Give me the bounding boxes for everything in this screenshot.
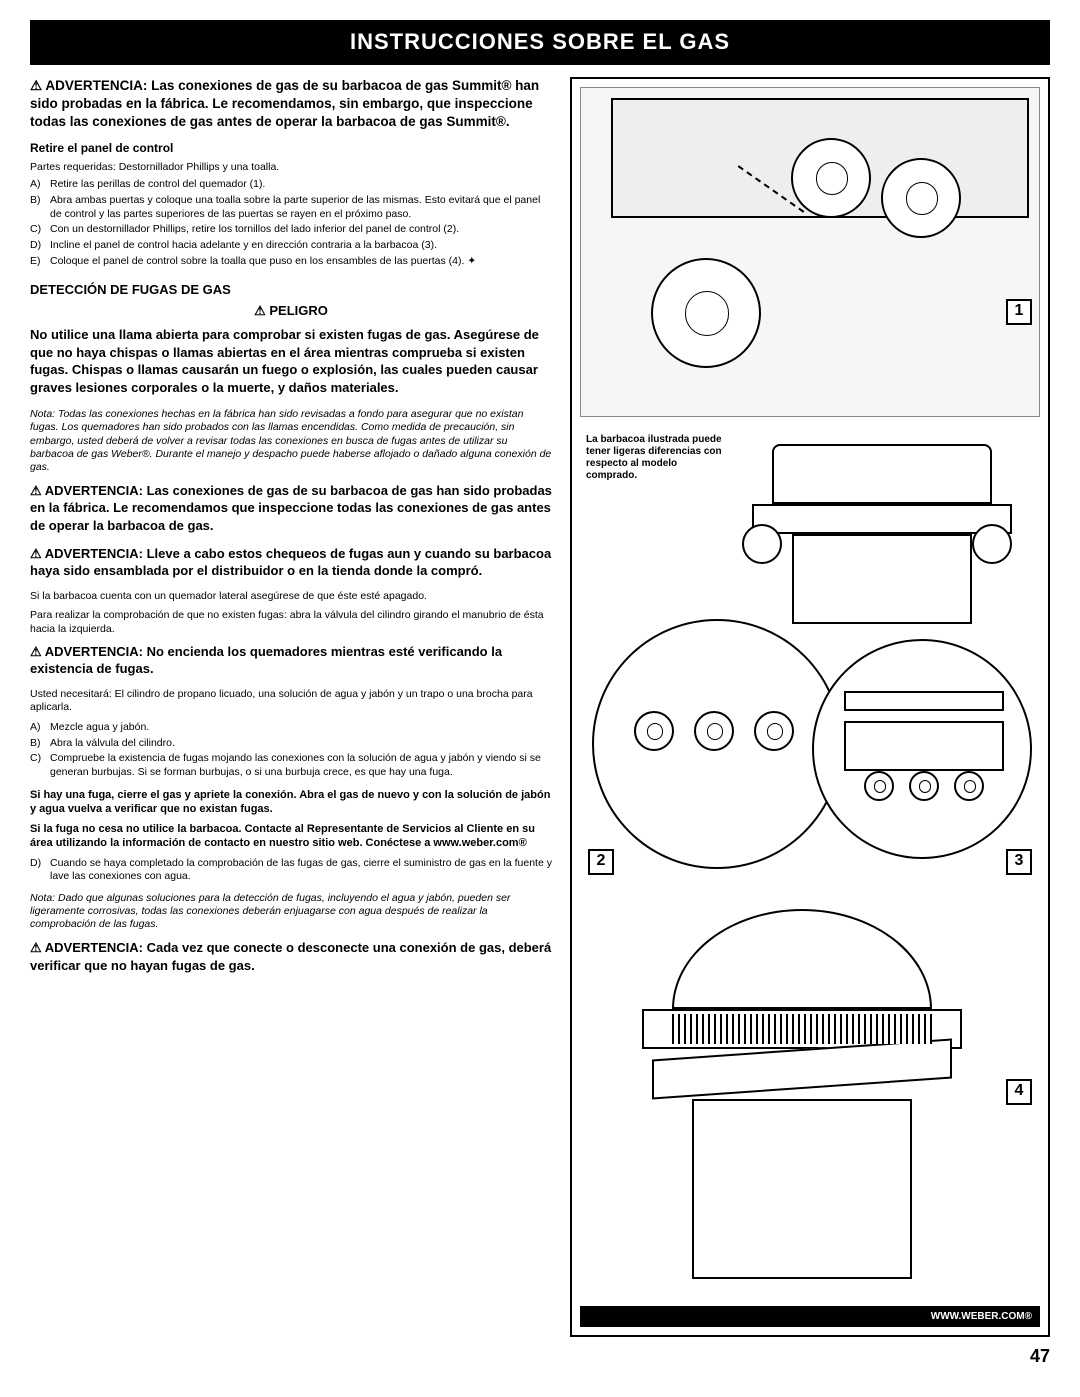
- page-number: 47: [1030, 1345, 1050, 1368]
- callout-number: 1: [1015, 301, 1024, 322]
- callout-number: 3: [1015, 851, 1024, 872]
- page-header: INSTRUCCIONES SOBRE EL GAS: [30, 20, 1050, 65]
- diagram-4: [612, 899, 1008, 1299]
- warning-3: ⚠ ADVERTENCIA: Lleve a cabo estos cheque…: [30, 545, 552, 580]
- step-label: A): [30, 721, 50, 735]
- step-label: C): [30, 752, 50, 779]
- step-text: Con un destornillador Phillips, retire l…: [50, 223, 459, 237]
- note-1: Nota: Todas las conexiones hechas en la …: [30, 408, 552, 474]
- step-label: C): [30, 223, 50, 237]
- step-item: D)Cuando se haya completado la comprobac…: [30, 857, 552, 884]
- step-text: Incline el panel de control hacia adelan…: [50, 239, 437, 253]
- steps-list-1: A)Retire las perillas de control del que…: [30, 178, 552, 268]
- danger-heading: ⚠ PELIGRO: [30, 303, 552, 320]
- callout-2: 2: [588, 849, 614, 875]
- step-text: Mezcle agua y jabón.: [50, 721, 149, 735]
- callout-number: 4: [1015, 1081, 1024, 1102]
- page-footer: 47: [30, 1343, 1050, 1366]
- step-item: C)Compruebe la existencia de fugas mojan…: [30, 752, 552, 779]
- callout-3: 3: [1006, 849, 1032, 875]
- warning-4: ⚠ ADVERTENCIA: No encienda los quemadore…: [30, 643, 552, 678]
- callout-1: 1: [1006, 299, 1032, 325]
- plain-2: Para realizar la comprobación de que no …: [30, 609, 552, 636]
- step-label: B): [30, 194, 50, 221]
- footer-bar: WWW.WEBER.COM®: [580, 1306, 1040, 1327]
- illustration-caption: La barbacoa ilustrada puede tener ligera…: [586, 434, 726, 482]
- section-detection: DETECCIÓN DE FUGAS DE GAS: [30, 282, 552, 299]
- callout-number: 2: [597, 851, 606, 872]
- warning-5: ⚠ ADVERTENCIA: Cada vez que conecte o de…: [30, 939, 552, 974]
- right-column: 1 La barbacoa ilustrada puede tener lige…: [570, 77, 1050, 1337]
- subhead-remove-panel: Retire el panel de control: [30, 141, 552, 157]
- parts-note: Partes requeridas: Destornillador Philli…: [30, 161, 552, 175]
- bold-note-1: Si hay una fuga, cierre el gas y apriete…: [30, 788, 552, 817]
- step-text: Abra ambas puertas y coloque una toalla …: [50, 194, 552, 221]
- warning-1: ⚠ ADVERTENCIA: Las conexiones de gas de …: [30, 77, 552, 132]
- callout-4: 4: [1006, 1079, 1032, 1105]
- plain-1: Si la barbacoa cuenta con un quemador la…: [30, 590, 552, 604]
- diagram-3: [812, 639, 1032, 859]
- step-item: D)Incline el panel de control hacia adel…: [30, 239, 552, 253]
- step-label: D): [30, 857, 50, 884]
- step-item: A)Retire las perillas de control del que…: [30, 178, 552, 192]
- step-item: B)Abra ambas puertas y coloque una toall…: [30, 194, 552, 221]
- step-item: E)Coloque el panel de control sobre la t…: [30, 255, 552, 269]
- main-content: ⚠ ADVERTENCIA: Las conexiones de gas de …: [30, 77, 1050, 1337]
- diagram-grill-overview: [732, 434, 1040, 634]
- step-label: B): [30, 737, 50, 751]
- step-text: Compruebe la existencia de fugas mojando…: [50, 752, 552, 779]
- step-label: A): [30, 178, 50, 192]
- left-column: ⚠ ADVERTENCIA: Las conexiones de gas de …: [30, 77, 552, 1337]
- plain-3: Usted necesitará: El cilindro de propano…: [30, 688, 552, 715]
- step-label: D): [30, 239, 50, 253]
- danger-body: No utilice una llama abierta para compro…: [30, 326, 552, 396]
- step-item: B)Abra la válvula del cilindro.: [30, 737, 552, 751]
- warning-2: ⚠ ADVERTENCIA: Las conexiones de gas de …: [30, 482, 552, 535]
- diagram-1: [580, 87, 1040, 417]
- step-text: Cuando se haya completado la comprobació…: [50, 857, 552, 884]
- step-item: A)Mezcle agua y jabón.: [30, 721, 552, 735]
- step-text: Coloque el panel de control sobre la toa…: [50, 255, 476, 269]
- diagram-2: [592, 619, 842, 869]
- step-label: E): [30, 255, 50, 269]
- steps-list-2: A)Mezcle agua y jabón. B)Abra la válvula…: [30, 721, 552, 780]
- steps-list-3: D)Cuando se haya completado la comprobac…: [30, 857, 552, 884]
- footer-url: WWW.WEBER.COM®: [931, 1311, 1032, 1322]
- step-text: Abra la válvula del cilindro.: [50, 737, 175, 751]
- step-text: Retire las perillas de control del quema…: [50, 178, 265, 192]
- step-item: C)Con un destornillador Phillips, retire…: [30, 223, 552, 237]
- note-2: Nota: Dado que algunas soluciones para l…: [30, 892, 552, 931]
- bold-note-2: Si la fuga no cesa no utilice la barbaco…: [30, 822, 552, 851]
